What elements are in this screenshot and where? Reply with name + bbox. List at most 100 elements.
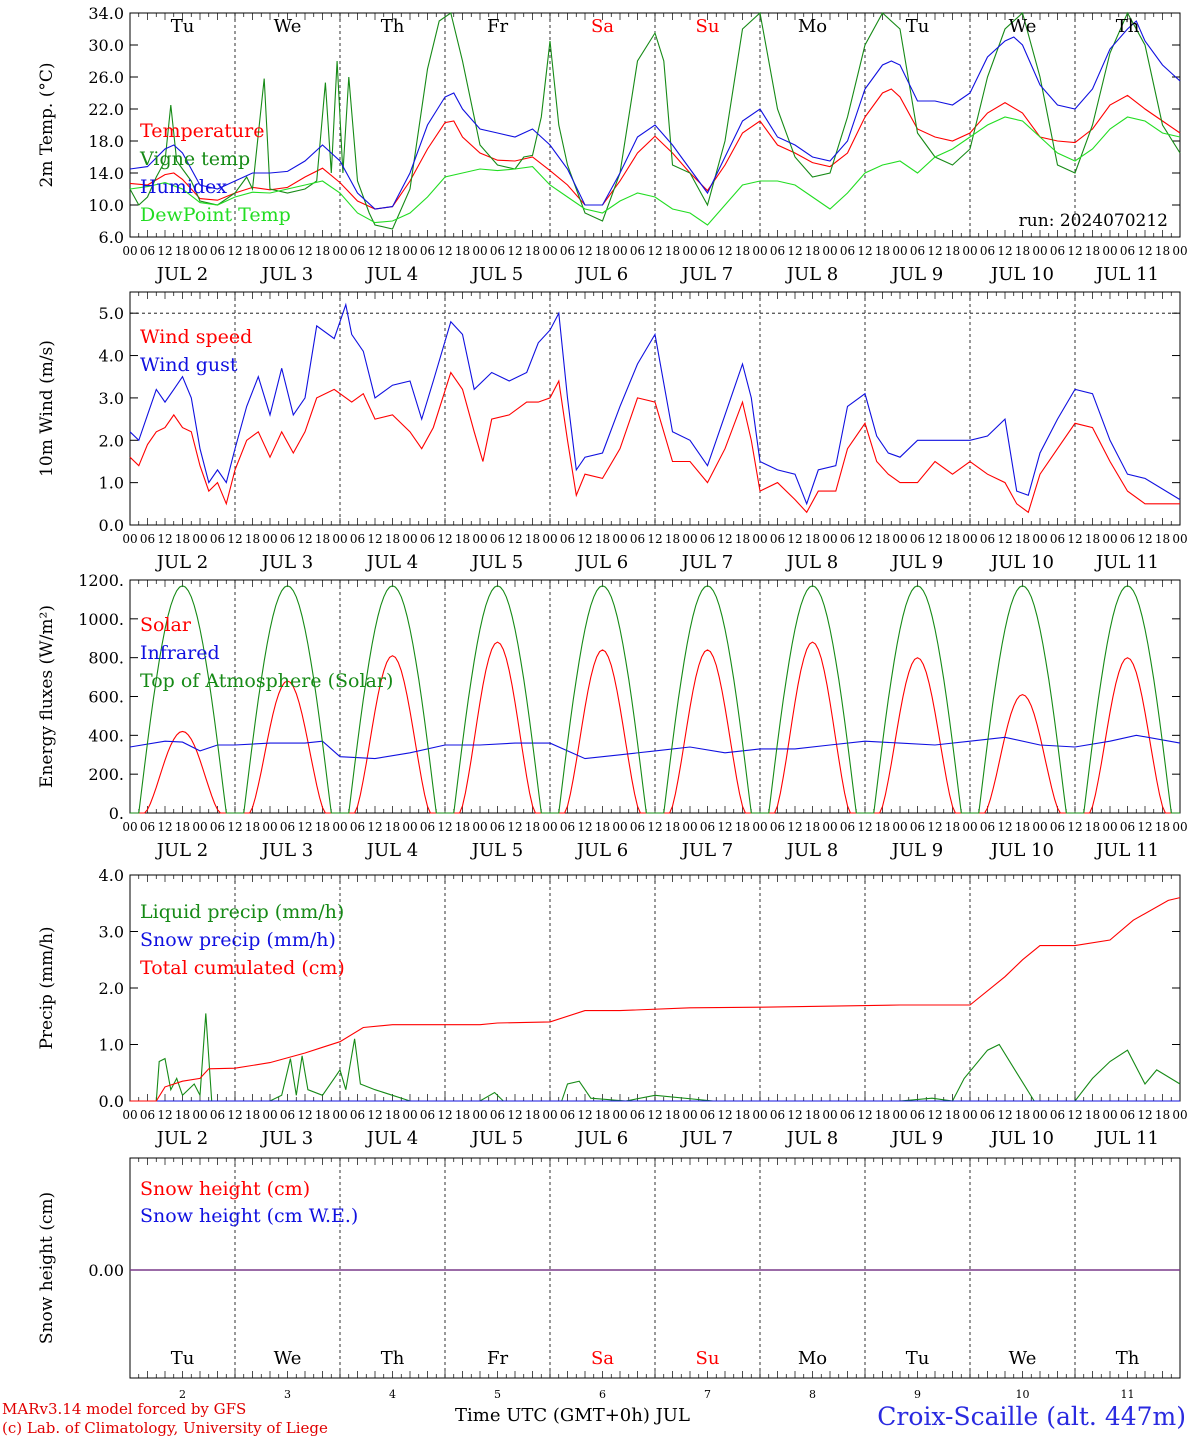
x-tick-label: 18	[385, 1108, 400, 1122]
x-tick-label: 18	[1085, 820, 1100, 834]
x-tick-label: 18	[1155, 532, 1170, 546]
x-tick-label: 06	[280, 532, 295, 546]
x-tick-label: 18	[315, 820, 330, 834]
x-day-number: 4	[389, 1388, 396, 1401]
x-tick-label: 18	[1085, 1108, 1100, 1122]
x-tick-label: 18	[175, 820, 190, 834]
x-day-label: JUL 6	[575, 1128, 629, 1149]
x-tick-label: 18	[595, 820, 610, 834]
x-tick-label: 00	[402, 1108, 417, 1122]
x-tick-label: 12	[297, 244, 312, 258]
x-tick-label: 18	[245, 820, 260, 834]
x-tick-label: 12	[437, 244, 452, 258]
x-tick-label: 06	[980, 532, 995, 546]
x-tick-label: 18	[1155, 820, 1170, 834]
x-tick-label: 18	[525, 820, 540, 834]
x-tick-label: 00	[1172, 244, 1187, 258]
x-tick-label: 12	[1067, 820, 1082, 834]
x-tick-label: 12	[997, 244, 1012, 258]
x-tick-label: 06	[910, 244, 925, 258]
legend-entry: Humidex	[140, 176, 227, 198]
x-tick-label: 00	[822, 820, 837, 834]
x-tick-label: 06	[210, 820, 225, 834]
x-tick-label: 12	[647, 1108, 662, 1122]
x-tick-label: 12	[367, 244, 382, 258]
y-tick-label: 4.0	[99, 866, 124, 885]
weekday-label: Th	[381, 1348, 405, 1369]
legend-entry: Temperature	[140, 120, 264, 142]
x-tick-label: 18	[665, 820, 680, 834]
weekday-label: Mo	[798, 1348, 827, 1369]
x-day-label: JUL 10	[989, 552, 1054, 573]
legend-entry: Wind speed	[140, 326, 252, 348]
x-tick-label: 00	[192, 244, 207, 258]
x-tick-label: 06	[980, 244, 995, 258]
x-tick-label: 06	[980, 820, 995, 834]
x-tick-label: 18	[175, 244, 190, 258]
x-day-label: JUL 6	[575, 264, 629, 285]
x-day-label: JUL 10	[989, 1128, 1054, 1149]
x-tick-label: 12	[647, 244, 662, 258]
x-tick-label: 06	[560, 1108, 575, 1122]
weekday-label: Tu	[906, 16, 930, 37]
legend-entry: Total cumulated (cm)	[140, 957, 345, 979]
x-tick-label: 18	[315, 532, 330, 546]
x-tick-label: 18	[735, 820, 750, 834]
x-tick-label: 00	[1032, 244, 1047, 258]
x-tick-label: 18	[805, 1108, 820, 1122]
legend-entry: Infrared	[140, 642, 220, 664]
x-day-label: JUL 9	[890, 1128, 944, 1149]
y-tick-label: 1000.	[78, 610, 124, 629]
x-day-number: 3	[284, 1388, 291, 1401]
x-tick-label: 18	[665, 1108, 680, 1122]
weekday-label: Fr	[487, 16, 508, 37]
x-tick-label: 12	[577, 532, 592, 546]
x-tick-label: 18	[1085, 244, 1100, 258]
weekday-label: Fr	[487, 1348, 508, 1369]
y-tick-label: 1.0	[99, 1036, 124, 1055]
y-tick-label: 26.0	[88, 68, 124, 87]
x-tick-label: 12	[997, 532, 1012, 546]
x-tick-label: 18	[315, 1108, 330, 1122]
x-tick-label: 18	[595, 532, 610, 546]
x-tick-label: 12	[787, 532, 802, 546]
x-tick-label: 12	[997, 820, 1012, 834]
x-tick-label: 00	[542, 532, 557, 546]
x-tick-label: 06	[420, 1108, 435, 1122]
x-tick-label: 06	[1050, 244, 1065, 258]
x-tick-label: 00	[822, 244, 837, 258]
series-line	[130, 897, 1181, 1102]
x-day-label: JUL 8	[785, 1128, 839, 1149]
x-tick-label: 12	[1137, 820, 1152, 834]
x-day-label: JUL 5	[470, 552, 524, 573]
x-day-label: JUL 3	[260, 552, 314, 573]
y-tick-label: 0.0	[99, 516, 124, 535]
x-tick-label: 06	[1050, 532, 1065, 546]
x-tick-label: 00	[402, 820, 417, 834]
x-tick-label: 00	[822, 1108, 837, 1122]
x-tick-label: 12	[507, 820, 522, 834]
x-tick-label: 06	[490, 244, 505, 258]
x-tick-label: 06	[560, 244, 575, 258]
x-tick-label: 00	[332, 1108, 347, 1122]
x-tick-label: 18	[1015, 820, 1030, 834]
x-tick-label: 12	[997, 1108, 1012, 1122]
series-line	[129, 20, 1181, 210]
station-name: Croix-Scaille (alt. 447m)	[877, 1402, 1186, 1431]
x-tick-label: 06	[280, 820, 295, 834]
x-tick-label: 06	[420, 532, 435, 546]
x-tick-label: 06	[770, 1108, 785, 1122]
y-tick-label: 34.0	[88, 4, 124, 23]
weekday-label: We	[1009, 16, 1037, 37]
x-tick-label: 00	[1172, 532, 1187, 546]
legend-entry: Vigne temp	[139, 148, 250, 170]
x-day-number: 7	[704, 1388, 711, 1401]
y-tick-label: 0.0	[99, 1092, 124, 1111]
x-day-label: JUL 6	[575, 840, 629, 861]
x-day-label: JUL 7	[680, 552, 734, 573]
x-tick-label: 06	[770, 820, 785, 834]
weekday-label: We	[274, 16, 302, 37]
x-tick-label: 12	[647, 532, 662, 546]
legend-entry: Wind gust	[140, 354, 238, 376]
